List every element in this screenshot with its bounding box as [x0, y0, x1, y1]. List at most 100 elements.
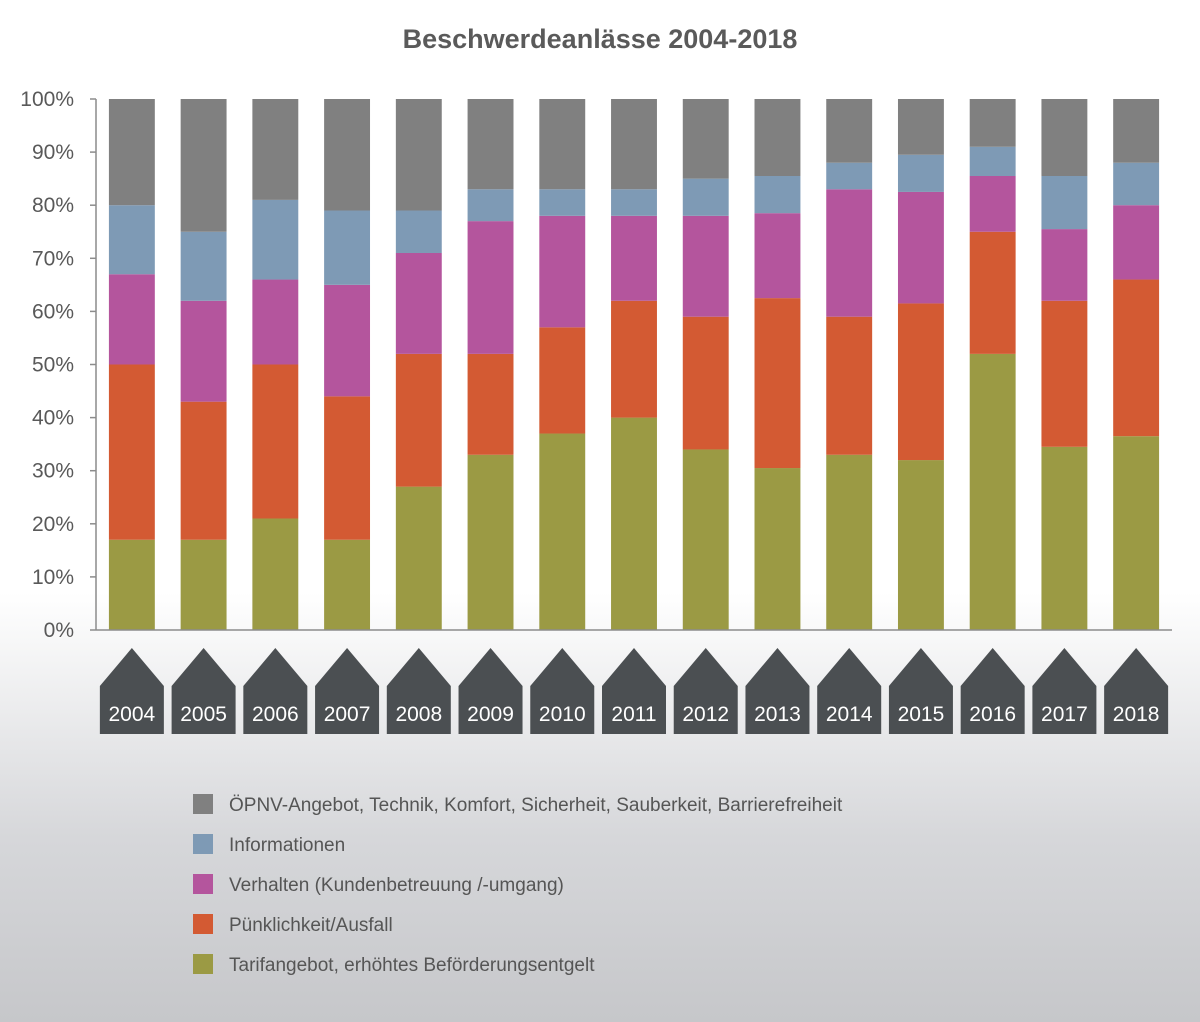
bar-segment-4-2017 [1041, 99, 1088, 176]
bar-segment-4-2013 [754, 99, 801, 176]
bar-segment-4-2016 [969, 99, 1016, 147]
y-tick-label: 80% [32, 194, 74, 217]
x-tick-label: 2004 [109, 703, 156, 726]
x-tick-label: 2017 [1041, 703, 1088, 726]
bar-segment-3-2011 [611, 189, 657, 216]
legend-item: Tarifangebot, erhöhtes Beförderungsentge… [193, 954, 595, 976]
bar-segment-2-2015 [897, 191, 944, 304]
bar-stack-2018 [1113, 99, 1160, 630]
x-label-marker [888, 648, 953, 734]
bar-segment-2-2008 [395, 252, 442, 354]
bar-segment-3-2008 [395, 210, 442, 253]
legend-label: ÖPNV-Angebot, Technik, Komfort, Sicherhe… [229, 795, 843, 816]
bar-segment-3-2017 [1041, 175, 1088, 230]
bar-segment-3-2016 [969, 146, 1016, 176]
bar-segment-3-2004 [108, 205, 155, 275]
y-tick-label: 40% [32, 407, 74, 430]
y-tick-label: 70% [32, 247, 74, 270]
bar-stack-2013 [754, 99, 801, 630]
bar-segment-4-2010 [539, 99, 586, 190]
bar-stack-2012 [682, 99, 729, 630]
y-tick-label: 20% [32, 513, 74, 536]
bar-stack-2011 [611, 99, 657, 630]
x-label-marker [673, 648, 738, 734]
legend-swatch [193, 874, 213, 894]
bar-segment-1-2014 [826, 316, 873, 455]
bar-segment-3-2006 [252, 199, 299, 280]
legend-item: Informationen [193, 834, 345, 856]
bar-segment-1-2010 [539, 327, 586, 434]
legend-label: Pünklichkeit/Ausfall [229, 915, 393, 936]
bar-segment-0-2006 [252, 518, 299, 630]
bar-stack-2010 [539, 99, 586, 630]
x-tick-label: 2005 [180, 703, 227, 726]
bar-segment-0-2017 [1041, 446, 1088, 630]
x-axis: 2004 2005 2006 2007 2008 2009 2010 2011 2012 2013… [96, 629, 1172, 734]
x-tick-label: 2010 [539, 703, 586, 726]
bar-segment-4-2005 [180, 99, 227, 232]
bar-segment-0-2004 [108, 539, 155, 630]
x-tick-label: 2008 [395, 703, 442, 726]
bar-segment-4-2007 [324, 99, 371, 211]
bar-stack-2017 [1041, 99, 1088, 630]
bar-segment-2-2016 [969, 175, 1016, 232]
x-tick-label: 2015 [898, 703, 945, 726]
bar-segment-4-2018 [1113, 99, 1160, 163]
bar-segment-1-2015 [897, 303, 944, 461]
bar-segment-2-2013 [754, 213, 801, 299]
bar-segment-4-2014 [826, 99, 873, 163]
bar-segment-0-2005 [180, 539, 227, 630]
bar-segment-4-2004 [108, 99, 155, 206]
bar-stack-2006 [252, 99, 299, 630]
y-tick-label: 100% [20, 88, 74, 111]
legend-item: ÖPNV-Angebot, Technik, Komfort, Sicherhe… [193, 794, 843, 816]
y-tick-label: 30% [32, 460, 74, 483]
bar-segment-4-2009 [467, 99, 514, 190]
bar-segment-0-2012 [682, 449, 729, 630]
bar-segment-1-2017 [1041, 300, 1088, 447]
x-label-marker [530, 648, 595, 734]
bar-segment-2-2010 [539, 215, 586, 328]
bar-segment-1-2013 [754, 298, 801, 469]
bar-segment-2-2007 [324, 284, 371, 397]
x-label-marker [1104, 648, 1169, 734]
bar-segment-0-2011 [611, 417, 657, 630]
bar-segment-3-2010 [539, 189, 586, 216]
bar-segment-3-2015 [897, 154, 944, 192]
bar-segment-2-2006 [252, 279, 299, 365]
x-label-marker [243, 648, 308, 734]
x-tick-label: 2012 [682, 703, 729, 726]
bar-segment-1-2012 [682, 316, 729, 450]
legend-label: Tarifangebot, erhöhtes Beförderungsentge… [229, 955, 595, 976]
x-label-marker [171, 648, 236, 734]
bar-segment-4-2011 [611, 99, 657, 190]
x-label-marker [386, 648, 451, 734]
x-label-marker [458, 648, 523, 734]
x-tick-label: 2014 [826, 703, 873, 726]
bar-segment-0-2013 [754, 468, 801, 630]
bar-segment-1-2016 [969, 231, 1016, 354]
x-tick-label: 2007 [324, 703, 371, 726]
x-label-marker [817, 648, 882, 734]
bar-stack-2005 [180, 99, 227, 630]
bar-stack-2007 [324, 99, 371, 630]
bar-stack-2014 [826, 99, 873, 630]
bar-segment-2-2004 [108, 274, 155, 365]
bar-segment-1-2007 [324, 396, 371, 540]
bar-stack-2008 [395, 99, 442, 630]
x-label-marker [1032, 648, 1097, 734]
x-tick-label: 2018 [1113, 703, 1160, 726]
bar-segment-2-2017 [1041, 229, 1088, 301]
bar-segment-0-2009 [467, 454, 514, 630]
bar-segment-3-2005 [180, 231, 227, 301]
bar-segment-2-2018 [1113, 205, 1160, 280]
bar-segment-1-2008 [395, 353, 442, 487]
bar-segment-3-2014 [826, 162, 873, 190]
y-tick-label: 10% [32, 566, 74, 589]
bar-stack-2004 [108, 99, 155, 630]
bars [108, 99, 1160, 630]
y-tick-label: 60% [32, 300, 74, 323]
bar-segment-4-2008 [395, 99, 442, 211]
bar-segment-2-2011 [611, 215, 657, 301]
